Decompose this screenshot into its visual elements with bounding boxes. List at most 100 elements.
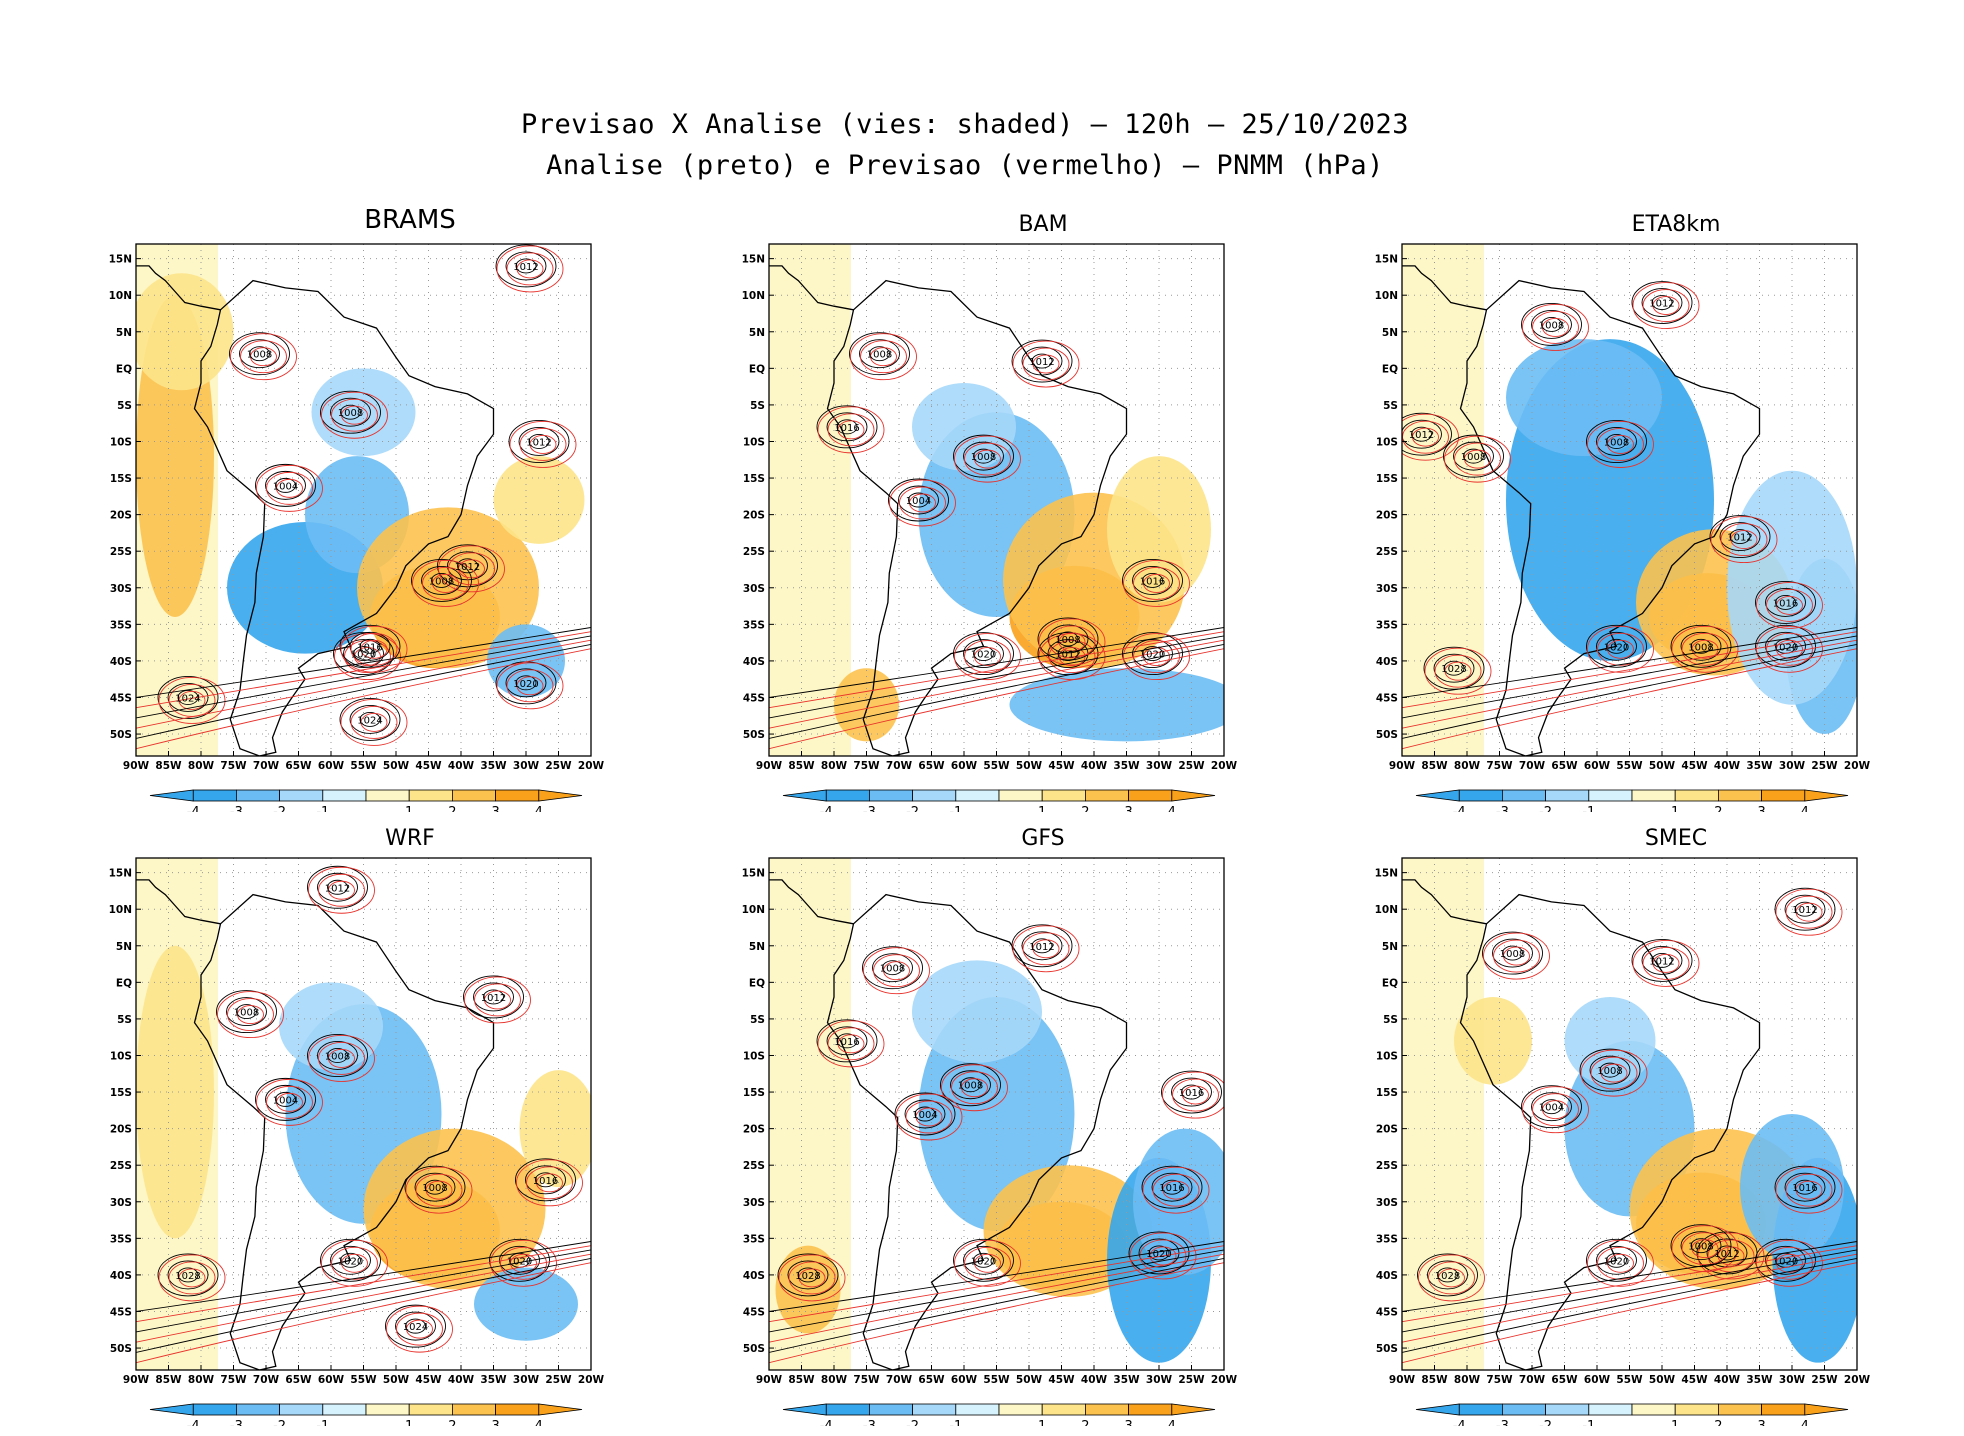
analysis-isobar	[769, 635, 1224, 719]
isobar-label: 1016	[834, 423, 859, 434]
analysis-isobar	[1606, 638, 1627, 654]
analysis-isobar	[836, 1033, 858, 1049]
colorbar-label: 3	[1124, 805, 1132, 812]
lat-tick-label: 25S	[1376, 546, 1398, 558]
lon-tick-label: 70W	[253, 760, 280, 772]
forecast-isobar	[1162, 1071, 1224, 1119]
panel-chart: 1028 1020 1020 1016 1016 1012 1016 1008 1004 1008…	[742, 857, 1238, 1426]
forecast-isobar	[1123, 633, 1190, 681]
forecast-isobar	[1542, 1100, 1569, 1120]
lon-tick-label: 80W	[1454, 1374, 1481, 1386]
analysis-isobar	[1775, 594, 1796, 610]
forecast-isobar	[412, 560, 479, 607]
panel-chart: 1020 1020 1016 1012 1012 1016 1008 1004 1008 1008…	[742, 243, 1238, 812]
colorbar-swatch	[408, 789, 453, 802]
isobar-label: 1012	[526, 437, 551, 448]
analysis-isobar	[327, 1048, 348, 1063]
forecast-isobar	[1022, 347, 1070, 381]
lat-tick-label: 45S	[110, 692, 132, 704]
isobar-label: 1024	[357, 715, 382, 726]
lon-tick-label: 85W	[155, 760, 182, 772]
colorbar-swatch	[1545, 789, 1590, 802]
isobar-label: 1016	[1159, 1183, 1184, 1194]
title-line-1: Previsao X Analise (vies: shaded) — 120h…	[520, 109, 1410, 140]
analysis-isobar	[953, 434, 1014, 478]
lon-tick-label: 80W	[821, 760, 848, 772]
isobar-label: 1012	[455, 562, 480, 573]
bias-field	[136, 244, 591, 756]
forecast-isobar	[1632, 939, 1700, 987]
colorbar-swatch	[955, 789, 1000, 802]
lon-tick-label: 75W	[220, 760, 247, 772]
lat-tick-label: 5N	[116, 941, 132, 953]
isobar-label: 1020	[1146, 1249, 1171, 1260]
lat-tick-label: 10N	[1375, 904, 1398, 916]
forecast-isobar	[1402, 413, 1459, 461]
isobar-label: 1008	[1597, 1066, 1622, 1077]
lat-tick-label: 10S	[110, 1050, 132, 1062]
axis-ticks: 15N 10N 5N EQ 5S 10S 15S 20S 25S 30S 35S 40S 45S 50S 9…	[742, 868, 1238, 1386]
isobars-south	[769, 627, 1224, 750]
analysis-isobar	[317, 872, 358, 902]
forecast-isobar	[496, 662, 564, 710]
forecast-isobar	[328, 880, 355, 900]
lat-tick-label: EQ	[749, 363, 765, 375]
colorbar-swatch	[495, 789, 540, 802]
forecast-isobar	[941, 1064, 1008, 1112]
lat-tick-label: 10S	[1376, 436, 1398, 448]
forecast-isobar	[1129, 1232, 1197, 1280]
analysis-isobar	[1599, 1062, 1621, 1078]
analysis-isobar	[307, 865, 368, 909]
colorbar-label: -1	[1582, 1419, 1595, 1426]
lat-tick-label: 30S	[743, 1197, 765, 1209]
analysis-isobar	[1011, 924, 1073, 968]
forecast-isobar	[136, 1253, 591, 1343]
bias-region	[1454, 996, 1532, 1085]
analysis-isobar	[953, 632, 1014, 675]
forecast-isobar	[1597, 428, 1644, 461]
analysis-isobar	[859, 339, 900, 369]
forecast-isobar	[237, 1005, 264, 1025]
analysis-isobar	[898, 485, 939, 515]
lat-tick-label: 50S	[743, 1343, 765, 1355]
lat-tick-label: 25S	[1376, 1160, 1398, 1172]
forecast-isobar	[1642, 289, 1690, 322]
lat-tick-label: 10S	[743, 436, 765, 448]
colorbar-swatch	[912, 1403, 957, 1416]
lon-tick-label: 35W	[480, 1374, 507, 1386]
analysis-isobar	[849, 332, 910, 376]
forecast-isobar	[1776, 595, 1803, 615]
forecast-isobar	[250, 347, 277, 367]
analysis-isobar	[515, 258, 537, 274]
lon-tick-label: 55W	[350, 760, 377, 772]
coastline	[1402, 265, 1761, 756]
lat-tick-label: 5N	[749, 941, 765, 953]
bias-field	[1402, 858, 1857, 1370]
forecast-isobar	[1720, 523, 1768, 556]
forecast-isobar	[328, 1049, 355, 1068]
forecast-isobar	[321, 391, 388, 439]
lat-tick-label: 5N	[1382, 941, 1398, 953]
forecast-isobar	[1710, 516, 1778, 564]
analysis-isobar	[136, 1258, 591, 1353]
analysis-isobar	[340, 404, 361, 420]
forecast-isobar	[529, 435, 557, 454]
analysis-isobar	[1122, 559, 1183, 602]
lon-tick-label: 90W	[123, 1374, 150, 1386]
lon-tick-label: 85W	[788, 760, 815, 772]
forecast-isobar	[964, 640, 1011, 673]
analysis-isobar	[167, 683, 209, 712]
analysis-isobar	[404, 1165, 466, 1209]
analysis-isobar	[769, 1258, 1224, 1353]
analysis-isobar	[1755, 1238, 1816, 1282]
forecast-isobar	[1642, 947, 1690, 980]
forecast-isobar	[1766, 589, 1813, 622]
forecast-isobar	[895, 1093, 963, 1141]
colorbar-label: 4	[1801, 805, 1809, 812]
analysis-isobar	[1680, 631, 1722, 661]
forecast-isobar	[432, 574, 459, 593]
forecast-isobar	[974, 647, 1001, 667]
analysis-isobar	[1171, 1077, 1212, 1107]
colorbar-swatch	[1631, 789, 1676, 802]
lat-tick-label: 15N	[742, 868, 765, 880]
